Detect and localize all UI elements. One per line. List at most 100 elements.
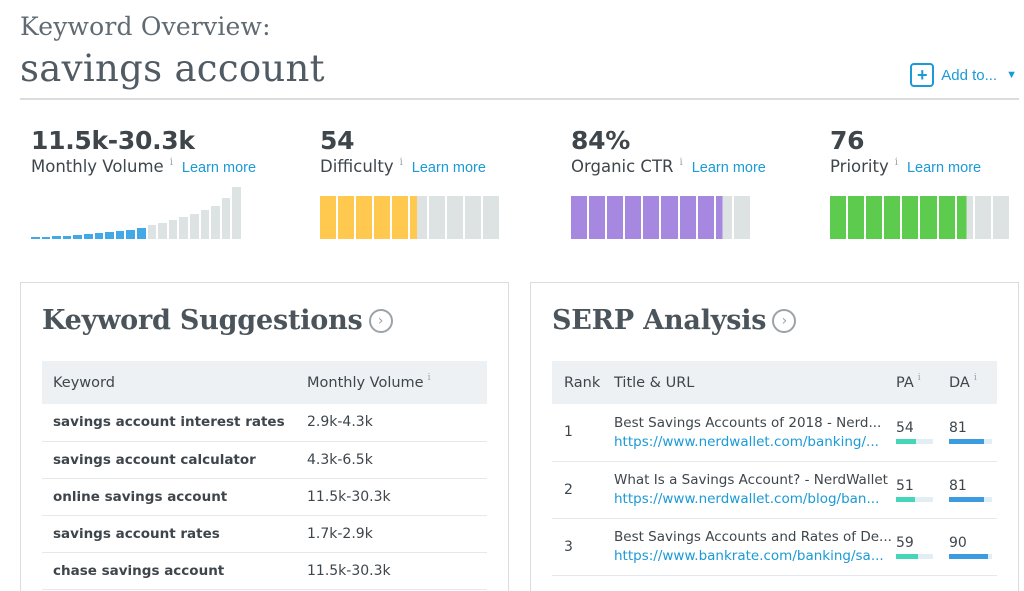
da-cell: 81 [949,404,997,462]
table-header-row: Rank Title & URL PA i DA i [552,361,997,404]
info-icon[interactable]: i [399,157,403,168]
pa-bar-fill [896,496,915,502]
serp-analysis-card: SERP Analysis › Rank Title & URL PA i DA i… [530,282,1019,591]
table-row[interactable]: 3 Best Savings Accounts and Rates of De.… [552,518,997,576]
learn-more-link[interactable]: Learn more [411,160,486,176]
result-url[interactable]: https://www.nerdwallet.com/blog/ban... [614,491,880,507]
info-icon[interactable]: i [679,157,683,168]
da-bar [949,553,992,559]
metric-value: 76 [830,126,865,155]
pa-cell: 54 [896,404,949,462]
da-score: 81 [949,420,967,437]
result-title[interactable]: What Is a Savings Account? - NerdWallet [614,472,888,488]
result-url[interactable]: https://www.nerdwallet.com/banking/... [614,433,879,450]
info-icon[interactable]: i [917,372,921,383]
bar-segment [571,196,588,239]
rank-cell: 1 [552,404,614,462]
metric-label: Priority [830,157,889,176]
bar-segment [392,196,409,239]
difficulty-bar-meter [320,196,499,239]
bar-segment [31,237,40,239]
bar-segment [607,196,624,239]
bar-segment [830,196,847,239]
keyword-cell: savings account calculator [42,441,307,479]
bar-segment [920,196,937,239]
table-row[interactable]: savings account calculator 4.3k-6.5k [42,441,487,479]
metric-label: Organic CTR [571,157,674,176]
table-header-row: Keyword Monthly Volume i [42,361,487,404]
chevron-right-circle-icon[interactable]: › [772,308,797,333]
bar-segment [73,235,82,239]
bar-segment [179,217,188,239]
table-row[interactable]: 1 Best Savings Accounts of 2018 - Nerd..… [552,404,997,462]
bar-segment [938,196,955,239]
plus-icon: + [910,63,935,87]
table-row[interactable]: savings account interest rates 2.9k-4.3k [42,404,487,442]
bar-segment [482,196,499,239]
metric-value: 54 [320,126,355,155]
bar-segment [52,236,61,239]
metric-value: 11.5k-30.3k [31,126,195,155]
column-header-da[interactable]: DA i [949,361,997,404]
bar-segment [41,237,51,239]
bar-segment [158,223,167,239]
bar-segment [697,196,714,239]
learn-more-link[interactable]: Learn more [906,160,982,176]
pa-cell: 59 [896,518,949,576]
column-header-pa[interactable]: PA i [896,361,949,404]
keyword-cell: savings account rates [42,515,307,553]
keyword-cell: online savings account [42,478,307,516]
organic-ctr-bar-meter [571,196,750,239]
bar-segment [884,196,901,239]
info-icon[interactable]: i [169,157,173,168]
bar-segment [866,196,883,239]
da-cell: 90 [949,518,997,576]
info-icon[interactable]: i [894,157,898,168]
bar-segment [83,234,93,239]
bar-segment [992,196,1009,239]
metric-monthly-volume: 11.5k-30.3k Monthly Volume i Learn more [31,126,271,176]
volume-cell: 2.9k-4.3k [307,404,487,442]
bar-segment [126,230,135,239]
volume-cell: 11.5k-30.3k [307,478,487,516]
da-bar-fill [949,496,984,502]
metric-priority: 76 Priority i Learn more [830,126,1024,176]
bar-segment [974,196,991,239]
keyword-suggestions-title: Keyword Suggestions [42,305,363,336]
bar-segment [211,206,220,239]
result-title[interactable]: Best Savings Accounts and Rates of De... [614,529,892,545]
table-row[interactable]: 2 What Is a Savings Account? - NerdWalle… [552,461,997,519]
column-header-title-url[interactable]: Title & URL [614,361,896,404]
bar-segment [105,232,114,239]
serp-analysis-title: SERP Analysis [552,305,767,336]
metric-label: Monthly Volume [31,157,164,176]
bar-segment [428,196,445,239]
column-header-rank[interactable]: Rank [552,361,614,404]
metric-organic-ctr: 84% Organic CTR i Learn more [571,126,811,176]
card-title: SERP Analysis › [552,305,797,336]
add-to-button[interactable]: + Add to... ▼ [910,63,1017,87]
column-header-monthly-volume[interactable]: Monthly Volume i [307,361,487,404]
bar-segment [410,196,427,239]
metric-label: Difficulty [320,157,394,176]
result-url[interactable]: https://www.bankrate.com/banking/sa... [614,548,884,564]
bar-segment [446,196,463,239]
card-title: Keyword Suggestions › [42,305,393,336]
learn-more-link[interactable]: Learn more [181,160,257,176]
table-row[interactable]: savings account rates 1.7k-2.9k [42,515,487,553]
info-icon[interactable]: i [973,372,977,383]
learn-more-link[interactable]: Learn more [691,160,766,176]
table-row[interactable]: chase savings account 11.5k-30.3k [42,552,487,590]
result-title[interactable]: Best Savings Accounts of 2018 - Nerd... [614,414,882,431]
priority-bar-meter [830,196,1009,239]
caret-down-icon: ▼ [1006,69,1017,81]
info-icon[interactable]: i [427,372,431,383]
title-url-cell: Best Savings Accounts and Rates of De...… [614,518,896,576]
column-header-keyword[interactable]: Keyword [42,361,307,404]
bar-segment [374,196,391,239]
bar-segment [62,236,72,239]
pa-score: 59 [896,534,914,551]
chevron-right-circle-icon[interactable]: › [368,308,393,333]
bar-segment [625,196,642,239]
table-row[interactable]: online savings account 11.5k-30.3k [42,478,487,516]
